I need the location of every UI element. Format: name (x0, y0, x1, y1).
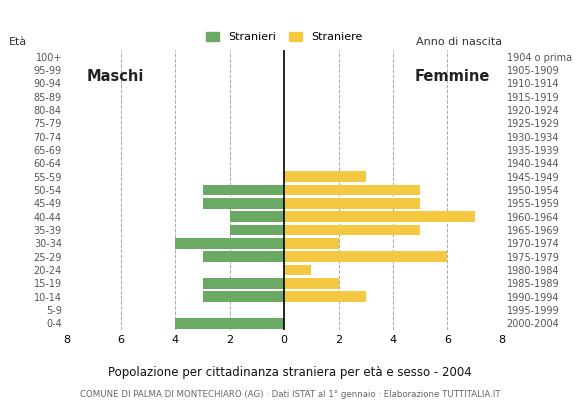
Bar (284, 225, 420, 235)
Text: Femmine: Femmine (415, 69, 491, 84)
Bar (175, 318, 284, 328)
Text: Popolazione per cittadinanza straniera per età e sesso - 2004: Popolazione per cittadinanza straniera p… (108, 366, 472, 379)
Bar (202, 185, 284, 195)
Bar (175, 238, 284, 248)
Bar (230, 225, 284, 235)
Bar (284, 185, 420, 195)
Bar (284, 292, 366, 302)
Bar (284, 278, 339, 288)
Bar (202, 198, 284, 208)
Text: COMUNE DI PALMA DI MONTECHIARO (AG) · Dati ISTAT al 1° gennaio · Elaborazione TU: COMUNE DI PALMA DI MONTECHIARO (AG) · Da… (80, 390, 500, 399)
Bar (284, 238, 339, 248)
Bar (202, 278, 284, 288)
Bar (284, 172, 366, 182)
Bar (284, 198, 420, 208)
Bar (202, 292, 284, 302)
Bar (284, 252, 447, 262)
Bar (230, 212, 284, 222)
Bar (284, 212, 474, 222)
Bar (284, 265, 311, 275)
Text: Anno di nascita: Anno di nascita (416, 37, 502, 47)
Text: Maschi: Maschi (87, 69, 144, 84)
Text: Età: Età (9, 37, 28, 47)
Legend: Stranieri, Straniere: Stranieri, Straniere (201, 28, 367, 47)
Bar (202, 252, 284, 262)
